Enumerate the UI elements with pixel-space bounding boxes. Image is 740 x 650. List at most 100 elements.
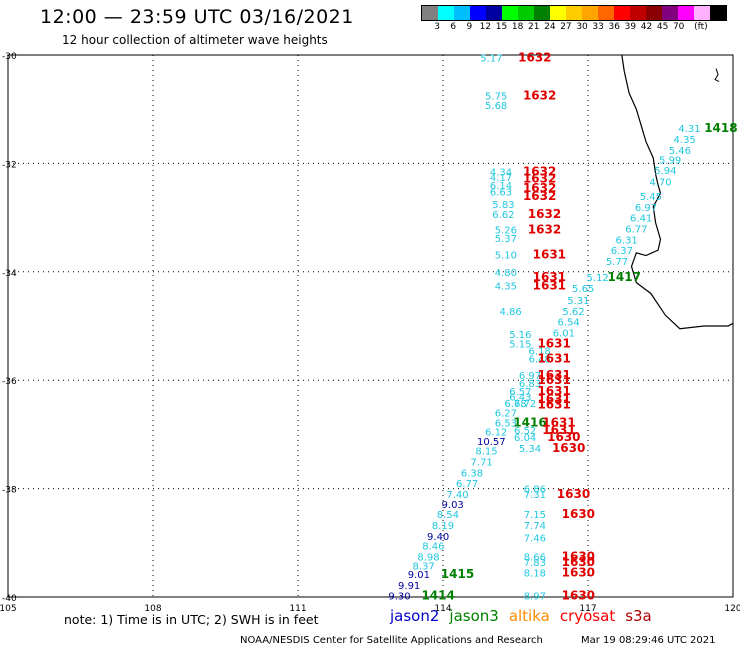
wave-height-label: 6.86 [524, 485, 546, 496]
wave-height-label: 4.35 [495, 281, 517, 292]
pass-time-label: 1630 [552, 441, 585, 455]
credit-timestamp: Mar 19 08:29:46 UTC 2021 [581, 635, 716, 646]
colorbar-swatch [534, 6, 550, 20]
latitude-tick-label: -38 [2, 486, 17, 496]
colorbar-tick-label: 33 [592, 22, 604, 32]
wave-height-label: 4.35 [674, 135, 696, 146]
wave-height-label: 6.48 [529, 355, 551, 366]
pass-time-label: 1632 [528, 223, 561, 237]
wave-height-label: 4.31 [678, 124, 700, 135]
colorbar-swatch [470, 6, 486, 20]
colorbar-swatch [630, 6, 646, 20]
wave-height-label: 6.52 [514, 426, 536, 437]
wave-height-label: 7.40 [446, 490, 468, 501]
colorbar-tick-label: 15 [495, 22, 508, 32]
wave-height-label: 6.53 [495, 418, 517, 429]
wave-height-label: 5.65 [572, 284, 594, 295]
satellite-legend: jason2 jason3 altika cryosat s3a [390, 607, 662, 625]
colorbar-swatch [550, 6, 566, 20]
wave-height-label: 5.16 [509, 330, 531, 341]
colorbar-tick-label: 6 [450, 22, 457, 32]
wave-height-label: 9.40 [427, 532, 449, 543]
credit-agency: NOAA/NESDIS Center for Satellite Applica… [240, 635, 543, 646]
wave-height-label: 5.77 [606, 257, 628, 268]
pass-time-label: 1631 [537, 368, 570, 382]
pass-time-label: 1631 [537, 392, 570, 406]
latitude-tick-label: -32 [2, 160, 17, 170]
wave-height-label: 5.45 [640, 192, 662, 203]
map-subtitle: 12 hour collection of altimeter wave hei… [62, 33, 328, 47]
pass-time-label: 1632 [523, 165, 556, 179]
wave-height-label: 8.46 [422, 542, 444, 553]
wave-height-label: 5.10 [495, 250, 517, 261]
colorbar-tick-label: 18 [511, 22, 524, 32]
pass-time-label: 1631 [533, 247, 566, 261]
colorbar-swatch [678, 6, 694, 20]
longitude-tick-label: 111 [289, 604, 306, 614]
wave-height-label: 5.31 [567, 296, 589, 307]
wave-height-label: 10.57 [477, 437, 506, 448]
pass-time-label: 1631 [533, 278, 566, 292]
pass-time-label: 1630 [547, 430, 580, 444]
colorbar-tick-label: 27 [560, 22, 572, 32]
wave-height-label: 4.70 [649, 177, 671, 188]
latitude-tick-label: -34 [2, 269, 17, 279]
wave-height-label: 7.74 [524, 521, 546, 532]
colorbar-tick-label: 45 [656, 22, 669, 32]
wave-height-label: 9.03 [442, 500, 464, 511]
wave-height-label: 9.91 [398, 581, 420, 592]
footnote: note: 1) Time is in UTC; 2) SWH is in fe… [64, 612, 319, 627]
colorbar [421, 5, 727, 21]
wave-height-label: 5.12 [587, 273, 609, 284]
pass-time-label: 1631 [537, 352, 570, 366]
wave-height-label: 4.17 [490, 173, 512, 184]
pass-time-label: 1632 [518, 51, 551, 65]
wave-height-label: 7.31 [524, 490, 546, 501]
wave-height-label: 6.72 [514, 399, 536, 410]
colorbar-tick-label: 24 [544, 22, 556, 32]
colorbar-tick-label: 12 [479, 22, 492, 32]
wave-height-label: 6.97 [519, 371, 541, 382]
colorbar-swatch [438, 6, 454, 20]
wave-height-label: 6.83 [519, 379, 541, 390]
colorbar-swatch [422, 6, 438, 20]
wave-height-label: 6.63 [490, 188, 512, 199]
pass-time-label: 1630 [562, 507, 595, 521]
colorbar-swatch [598, 6, 614, 20]
wave-height-label: 4.34 [490, 168, 512, 179]
wave-height-label: 8.54 [437, 510, 459, 521]
colorbar-tick-label: 39 [624, 22, 637, 32]
wave-height-label: 6.04 [514, 433, 536, 444]
wave-height-label: 5.37 [495, 234, 517, 245]
colorbar-swatch [486, 6, 502, 20]
longitude-tick-label: 117 [579, 604, 596, 614]
wave-height-label: 8.97 [524, 591, 546, 602]
wave-height-label: 6.27 [495, 409, 517, 420]
map-frame [7, 54, 734, 598]
wave-height-label: 8.37 [413, 562, 435, 573]
pass-time-label: 1417 [608, 270, 641, 284]
wave-height-label: 6.77 [456, 479, 478, 490]
pass-time-label: 1632 [528, 207, 561, 221]
pass-time-label: 1631 [542, 415, 575, 429]
wave-height-label: 5.83 [492, 200, 514, 211]
colorbar-swatch [614, 6, 630, 20]
pass-time-label: 1416 [513, 415, 546, 429]
wave-height-label: 8.19 [432, 521, 454, 532]
colorbar-tick-label: (ft) [694, 22, 708, 32]
pass-time-label: 1632 [523, 89, 556, 103]
wave-height-label: 5.46 [669, 146, 691, 157]
colorbar-tick-label: 3 [434, 22, 440, 32]
colorbar-swatch [710, 6, 726, 20]
wave-height-label: 5.94 [654, 166, 676, 177]
wave-height-label: 6.97 [635, 203, 657, 214]
wave-height-label: 6.37 [611, 246, 633, 257]
pass-time-label: 1631 [533, 270, 566, 284]
pass-time-label: 1631 [537, 373, 570, 387]
longitude-tick-label: 114 [434, 604, 451, 614]
wave-height-label: 6.43 [509, 392, 531, 403]
wave-height-label: 8.98 [417, 552, 439, 563]
pass-time-label: 1631 [537, 384, 570, 398]
longitude-tick-label: 120 [724, 604, 740, 614]
wave-height-label: 5.75 [485, 92, 507, 103]
